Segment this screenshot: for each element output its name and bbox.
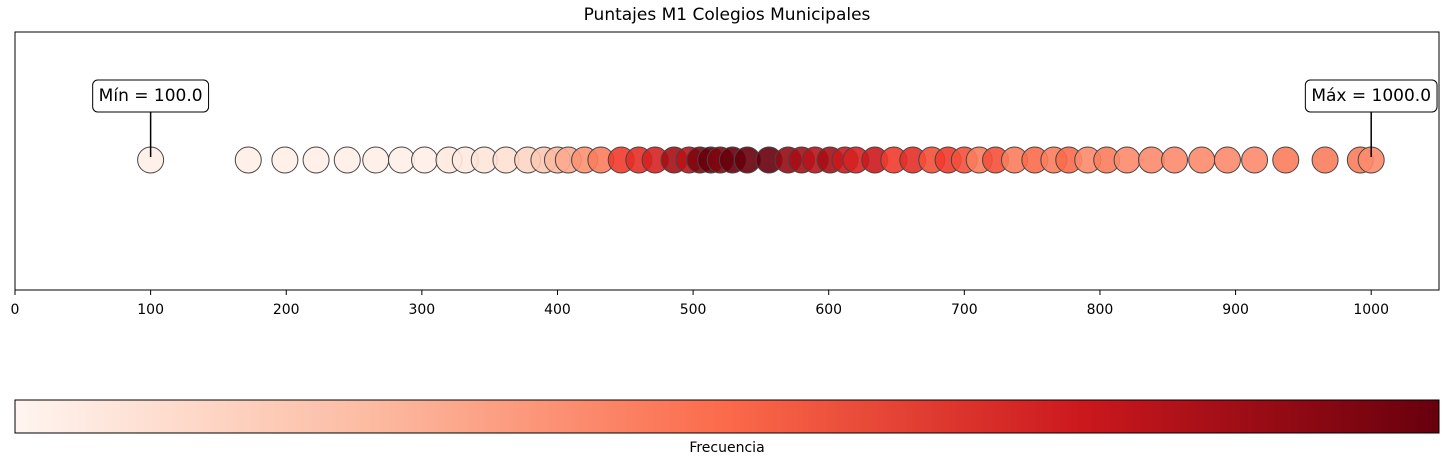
chart-title: Puntajes M1 Colegios Municipales bbox=[584, 5, 871, 25]
point bbox=[1188, 146, 1216, 174]
colorbar-label: Frecuencia bbox=[689, 440, 764, 456]
point bbox=[302, 146, 330, 174]
point bbox=[1213, 146, 1241, 174]
point bbox=[1137, 146, 1165, 174]
point bbox=[388, 146, 416, 174]
x-tick-label: 1000 bbox=[1353, 302, 1389, 318]
point bbox=[362, 146, 390, 174]
point bbox=[271, 146, 299, 174]
annotation-label: Mín = 100.0 bbox=[99, 86, 203, 106]
x-tick-label: 200 bbox=[273, 302, 300, 318]
point bbox=[1311, 146, 1339, 174]
x-tick-label: 100 bbox=[137, 302, 164, 318]
annotation-box bbox=[92, 79, 210, 113]
colorbar bbox=[14, 399, 1440, 434]
x-tick-label: 0 bbox=[11, 302, 20, 318]
x-tick-label: 700 bbox=[951, 302, 978, 318]
point bbox=[234, 146, 262, 174]
annotation-label: Máx = 1000.0 bbox=[1311, 86, 1431, 106]
annotation-box bbox=[1304, 79, 1438, 113]
x-tick-label: 600 bbox=[815, 302, 842, 318]
point bbox=[1113, 146, 1141, 174]
point bbox=[1272, 146, 1300, 174]
point bbox=[1241, 146, 1269, 174]
x-tick-label: 500 bbox=[680, 302, 707, 318]
point bbox=[1161, 146, 1189, 174]
point bbox=[411, 146, 439, 174]
point bbox=[333, 146, 361, 174]
x-tick-label: 800 bbox=[1087, 302, 1114, 318]
x-tick-label: 300 bbox=[408, 302, 435, 318]
x-tick-label: 400 bbox=[544, 302, 571, 318]
x-tick-label: 900 bbox=[1222, 302, 1249, 318]
plot-frame bbox=[14, 31, 1440, 291]
